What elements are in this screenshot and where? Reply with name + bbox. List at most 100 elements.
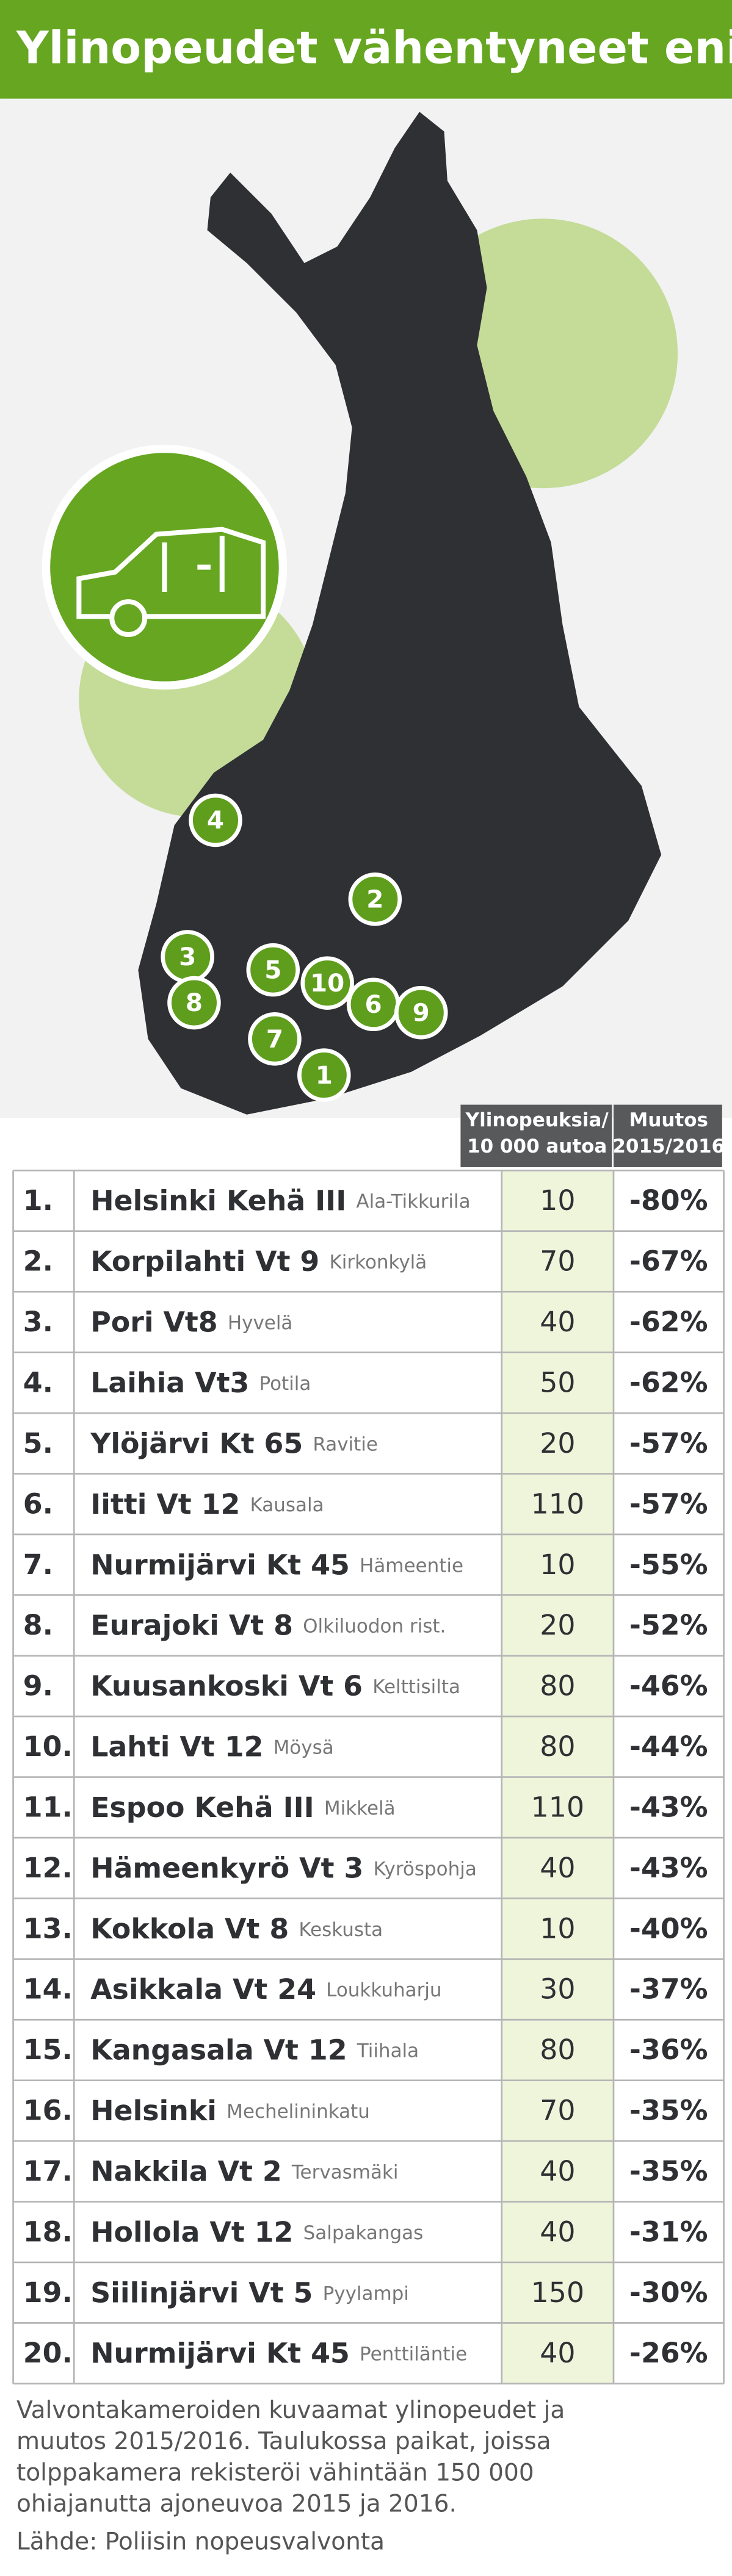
change: -57% [629, 1427, 708, 1459]
place-location: Kirkonkylä [329, 1251, 427, 1273]
value-cell [501, 1473, 614, 1534]
count: 40 [540, 2154, 575, 2187]
footer-text: tolppakamera rekisteröi vähintään 150 00… [16, 2459, 534, 2486]
place: Asikkala Vt 24 Loukkuharju [90, 1973, 441, 2006]
count: 110 [531, 1487, 584, 1520]
place-name: Kangasala Vt 12 [90, 2033, 347, 2066]
place: Iitti Vt 12 Kausala [90, 1487, 324, 1520]
place-name: Kuusankoski Vt 6 [90, 1669, 363, 1702]
marker [394, 985, 448, 1040]
count: 80 [540, 1669, 575, 1702]
place-name: Asikkala Vt 24 [90, 1973, 316, 2006]
rank: 7. [23, 1548, 53, 1581]
marker-label: 6 [365, 990, 382, 1019]
value-cell [501, 2201, 614, 2262]
value-cell [501, 1898, 614, 1959]
footer-text: muutos 2015/2016. Taulukossa paikat, joi… [16, 2428, 551, 2455]
place: Hollola Vt 12 Salpakangas [90, 2215, 423, 2248]
place-name: Nakkila Vt 2 [90, 2154, 282, 2187]
column-header-bg [460, 1104, 612, 1167]
place-name: Pori Vt8 [90, 1305, 217, 1338]
marker [297, 1048, 351, 1102]
place-location: Kausala [250, 1494, 324, 1516]
change: -52% [629, 1608, 708, 1641]
count: 80 [540, 2033, 575, 2066]
place-location: Penttiläntie [360, 2343, 467, 2365]
table: Ylinopeuksia/10 000 autoa Muutos 2015/2016… [12, 1104, 725, 2385]
rank: 16. [23, 2094, 73, 2127]
value-cell [501, 1655, 614, 1717]
place: Siilinjärvi Vt 5 Pyylampi [90, 2276, 409, 2309]
count: 80 [540, 1730, 575, 1763]
change: -30% [629, 2276, 708, 2309]
rank: 1. [23, 1184, 53, 1217]
change: -67% [629, 1245, 708, 1278]
rank: 10. [23, 1730, 73, 1763]
count: 30 [540, 1973, 575, 2006]
change: -26% [629, 2336, 708, 2369]
change: -40% [629, 1912, 708, 1945]
place-name: Nurmijärvi Kt 45 [90, 2336, 350, 2369]
value-cell [501, 1716, 614, 1777]
place-location: Mikkelä [324, 1797, 396, 1819]
marker [246, 943, 300, 997]
marker [248, 1012, 302, 1066]
marker-label: 4 [207, 805, 224, 835]
place-name: Eurajoki Vt 8 [90, 1608, 293, 1641]
value-cell [501, 2141, 614, 2202]
rank: 4. [23, 1366, 53, 1399]
marker [189, 793, 242, 847]
value-cell [501, 2323, 614, 2384]
place: Helsinki Kehä III Ala-Tikkurila [90, 1184, 470, 1217]
place: Pori Vt8 Hyvelä [90, 1305, 292, 1338]
count: 40 [540, 2336, 575, 2369]
place-location: Hyvelä [228, 1312, 293, 1334]
place-location: Kelttisilta [372, 1676, 460, 1698]
rank: 20. [23, 2336, 73, 2369]
place: Ylöjärvi Kt 65 Ravitie [90, 1427, 378, 1459]
count: 10 [540, 1548, 575, 1581]
place-name: Siilinjärvi Vt 5 [90, 2276, 313, 2309]
change: -35% [629, 2094, 708, 2127]
place-location: Kyröspohja [373, 1858, 476, 1880]
place: Kangasala Vt 12 Tiihala [90, 2033, 419, 2066]
value-cell [501, 2020, 614, 2081]
marker [300, 956, 354, 1010]
value-cell [501, 1534, 614, 1596]
value-cell [501, 1959, 614, 2020]
marker-label: 8 [186, 988, 203, 1017]
count: 10 [540, 1912, 575, 1945]
value-cell [501, 1352, 614, 1414]
change: -62% [629, 1305, 708, 1338]
marker-label: 5 [264, 955, 281, 984]
place-name: Iitti Vt 12 [90, 1487, 240, 1520]
value-cell [501, 1413, 614, 1474]
place: Kuusankoski Vt 6 Kelttisilta [90, 1669, 460, 1702]
title-bar [0, 0, 732, 99]
column-header-bg [613, 1104, 722, 1167]
map-markers: 1 2 3 4 5 6 7 8 9 10 [161, 793, 448, 1102]
change: -62% [629, 1366, 708, 1399]
rank: 3. [23, 1305, 53, 1338]
place-name: Korpilahti Vt 9 [90, 1245, 319, 1278]
value-cell [501, 2080, 614, 2142]
rank: 19. [23, 2276, 73, 2309]
place: Korpilahti Vt 9 Kirkonkylä [90, 1245, 427, 1278]
marker-label: 2 [366, 884, 383, 913]
marker-label: 1 [316, 1060, 333, 1090]
count: 70 [540, 1245, 575, 1278]
place: Espoo Kehä III Mikkelä [90, 1790, 395, 1823]
rank: 17. [23, 2154, 73, 2187]
value-cell [501, 2262, 614, 2323]
place: Kokkola Vt 8 Keskusta [90, 1912, 383, 1945]
place-location: Tiihala [357, 2040, 419, 2062]
footer-text: Valvontakameroiden kuvaamat ylinopeudet … [16, 2397, 565, 2424]
place-name: Laihia Vt3 [90, 1366, 249, 1399]
count: 40 [540, 2215, 575, 2248]
count: 20 [540, 1427, 575, 1459]
place-name: Helsinki Kehä III [90, 1184, 346, 1217]
place-name: Espoo Kehä III [90, 1790, 314, 1823]
value-cell [501, 1777, 614, 1838]
count: 150 [531, 2276, 584, 2309]
place: Hämeenkyrö Vt 3 Kyröspohja [90, 1851, 477, 1884]
